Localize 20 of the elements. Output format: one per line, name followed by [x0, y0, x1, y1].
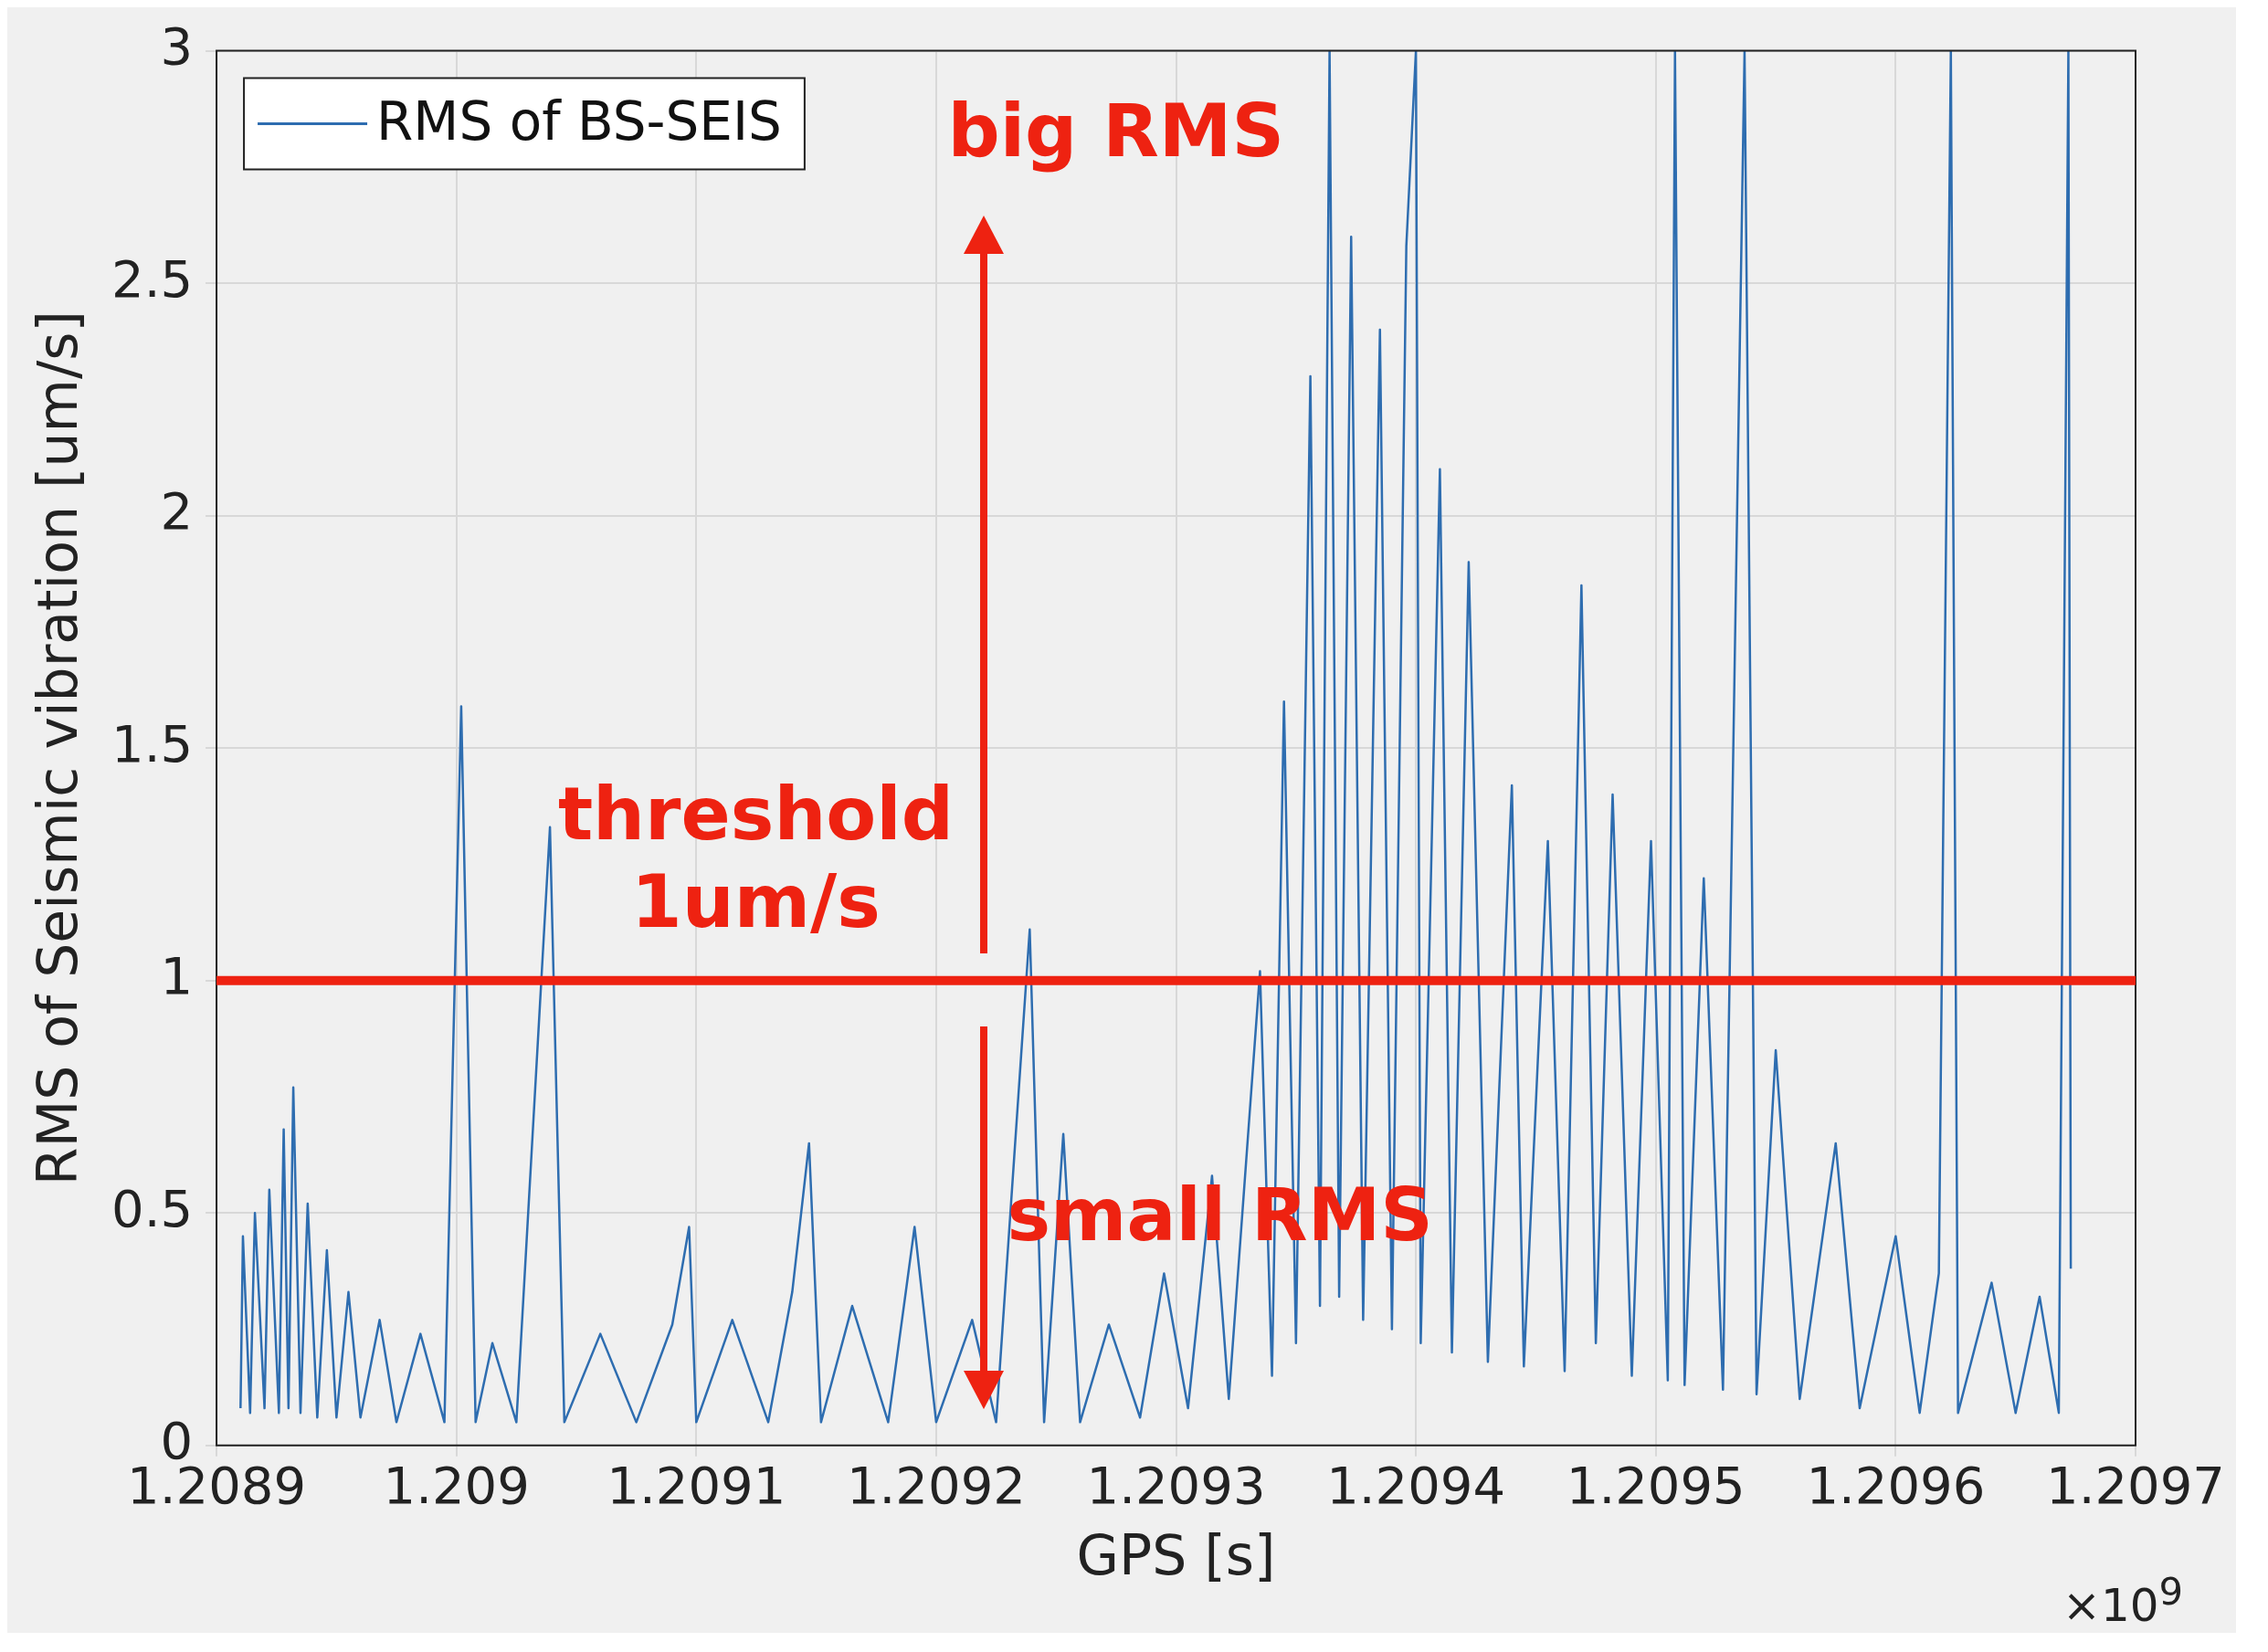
ref-line-label: threshold 1um/s [556, 770, 955, 946]
y-axis-title: RMS of Seismic vibration [um/s] [25, 310, 90, 1186]
y-tick-label: 2.5 [111, 248, 194, 309]
y-tick-label: 3 [160, 16, 194, 77]
text: ×10$^{9}$ [2062, 1569, 2184, 1632]
x-tick-label: 1.209 [383, 1455, 530, 1515]
x-tick-label: 1.2092 [846, 1455, 1026, 1515]
y-tick-label: 1.5 [111, 713, 194, 773]
x-tick-label: 1.2093 [1086, 1455, 1266, 1515]
x-tick-label: 1.2091 [607, 1455, 786, 1515]
x-tick-label: 1.2096 [1806, 1455, 1986, 1515]
x-tick-label: 1.2094 [1326, 1455, 1506, 1515]
legend-label: RMS of BS-SEIS [376, 89, 782, 153]
y-tick-label: 1 [160, 946, 194, 1006]
x-axis-title: GPS [s] [1076, 1522, 1276, 1587]
annotation: big RMS [947, 87, 1285, 175]
y-tick-label: 2 [160, 481, 194, 542]
x-tick-label: 1.2097 [2046, 1455, 2225, 1515]
x-tick-label: 1.2095 [1566, 1455, 1746, 1515]
y-tick-label: 0.5 [111, 1178, 194, 1238]
